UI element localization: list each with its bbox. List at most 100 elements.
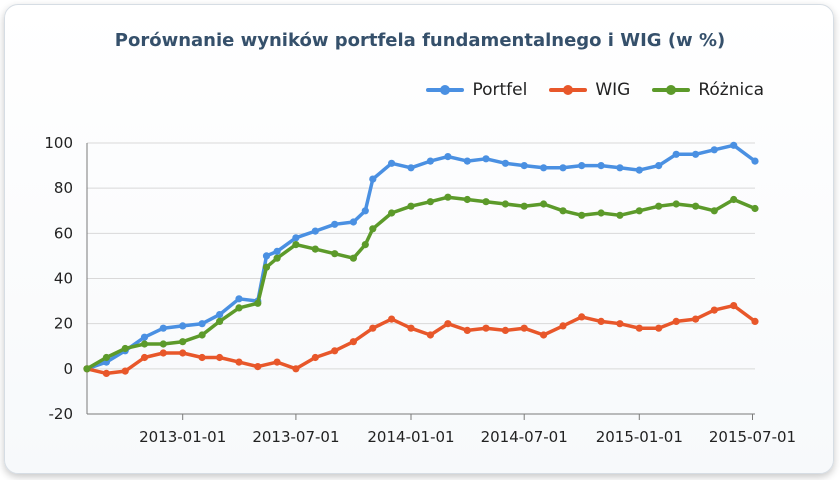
data-point xyxy=(159,324,167,332)
data-point xyxy=(198,320,206,328)
data-point xyxy=(672,317,680,325)
legend-swatch-roznica xyxy=(652,85,691,95)
data-point xyxy=(254,299,262,307)
data-point xyxy=(635,207,643,215)
data-point xyxy=(597,162,605,170)
data-point xyxy=(216,311,224,319)
data-point xyxy=(426,157,434,165)
data-point xyxy=(692,202,700,210)
x-tick-label: 2015-01-01 xyxy=(596,428,683,446)
data-point xyxy=(520,162,528,170)
data-point xyxy=(361,241,369,249)
data-point xyxy=(292,365,300,373)
data-point xyxy=(159,349,167,357)
data-point xyxy=(597,317,605,325)
data-point xyxy=(426,198,434,206)
data-point xyxy=(292,234,300,242)
data-point xyxy=(369,324,377,332)
data-point xyxy=(501,159,509,167)
data-point xyxy=(751,204,759,213)
x-tick-label: 2014-01-01 xyxy=(367,428,454,446)
data-point xyxy=(520,324,528,332)
data-point xyxy=(311,353,319,362)
data-point xyxy=(388,209,396,217)
data-point xyxy=(655,324,663,332)
data-point xyxy=(672,200,680,208)
legend-swatch-wig xyxy=(549,85,588,95)
series-line-2 xyxy=(86,195,756,371)
data-point xyxy=(751,157,759,165)
data-point xyxy=(235,295,243,303)
data-point xyxy=(730,302,738,310)
data-point xyxy=(444,153,452,161)
y-tick-label: 80 xyxy=(54,179,73,197)
data-point xyxy=(692,150,700,158)
data-point xyxy=(692,315,700,323)
y-tick-label: 20 xyxy=(54,315,73,333)
data-point xyxy=(262,252,271,260)
data-point xyxy=(463,326,471,334)
legend-item-roznica[interactable]: Różnica xyxy=(652,80,764,100)
legend-item-portfel[interactable]: Portfel xyxy=(426,80,527,100)
data-point xyxy=(179,338,187,346)
data-point xyxy=(407,164,415,172)
data-point xyxy=(578,313,586,321)
data-point xyxy=(254,363,262,371)
data-point xyxy=(730,195,738,204)
data-point xyxy=(751,317,759,325)
data-point xyxy=(331,250,339,258)
data-point xyxy=(616,164,624,172)
data-point xyxy=(482,324,490,332)
chart-card xyxy=(4,4,834,474)
data-point xyxy=(311,245,319,253)
data-point xyxy=(730,141,738,149)
data-point xyxy=(179,349,187,357)
data-point xyxy=(216,353,224,362)
y-tick-label: 100 xyxy=(44,134,73,152)
data-point xyxy=(216,317,224,325)
data-point xyxy=(444,193,452,201)
data-point xyxy=(273,254,281,262)
chart-legend: Portfel WIG Różnica xyxy=(426,80,764,100)
data-point xyxy=(444,320,452,328)
data-point xyxy=(361,207,369,215)
legend-label-roznica: Różnica xyxy=(698,80,764,100)
chart-title: Porównanie wyników portfela fundamentaln… xyxy=(114,30,726,51)
data-point xyxy=(292,241,300,249)
data-point xyxy=(463,195,471,204)
data-point xyxy=(655,202,663,210)
data-point xyxy=(311,227,319,235)
data-point xyxy=(388,315,396,323)
data-point xyxy=(616,211,624,219)
data-point xyxy=(501,326,509,334)
y-tick-label: 0 xyxy=(63,360,73,378)
data-point xyxy=(331,347,339,355)
data-point xyxy=(198,331,206,339)
data-point xyxy=(179,322,187,330)
series-line-0 xyxy=(86,143,757,371)
x-tick-label: 2014-07-01 xyxy=(481,428,568,446)
y-tick-label: 60 xyxy=(54,224,73,242)
data-point xyxy=(482,155,490,163)
data-point xyxy=(540,164,548,172)
data-point xyxy=(349,254,357,262)
data-point xyxy=(102,353,110,362)
data-point xyxy=(273,247,281,255)
data-point xyxy=(140,340,149,348)
data-point xyxy=(635,324,643,332)
data-point xyxy=(407,324,415,332)
y-tick-label: 40 xyxy=(54,270,73,288)
x-tick-label: 2013-07-01 xyxy=(252,428,339,446)
data-point xyxy=(635,166,643,174)
y-tick-label: -20 xyxy=(49,405,74,423)
data-point xyxy=(520,202,528,210)
data-point xyxy=(140,333,149,341)
legend-item-wig[interactable]: WIG xyxy=(549,80,630,100)
data-point xyxy=(559,164,567,172)
data-point xyxy=(482,198,490,206)
data-point xyxy=(121,367,129,375)
data-point xyxy=(655,162,663,170)
data-point xyxy=(349,218,357,226)
data-point xyxy=(501,200,509,208)
data-point xyxy=(559,322,567,330)
